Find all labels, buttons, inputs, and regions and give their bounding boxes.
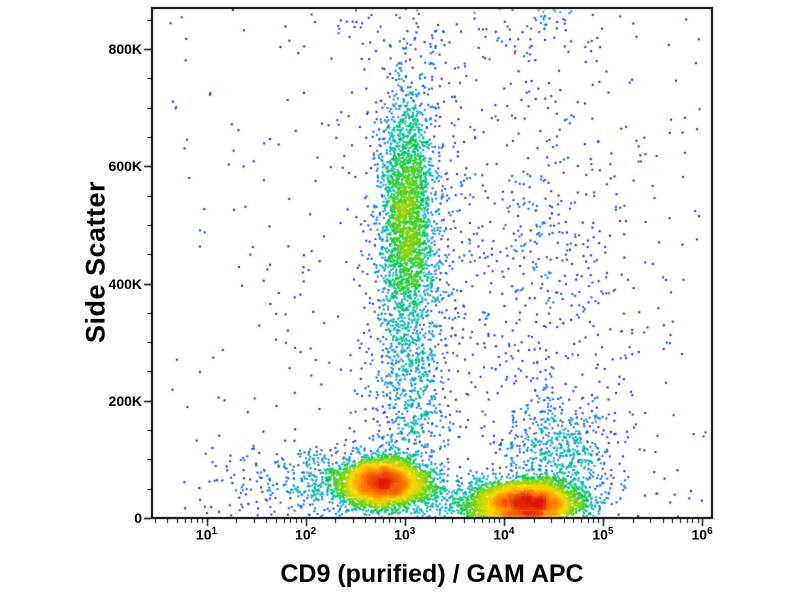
y-tick-label: 800K [108, 41, 142, 58]
x-tick-label: 105 [592, 526, 614, 543]
x-tick-label: 101 [195, 526, 218, 543]
x-tick-label: 104 [493, 526, 515, 543]
y-tick-label: 0 [134, 510, 142, 526]
x-tick-label: 102 [295, 526, 317, 543]
x-tick-label: 103 [394, 526, 416, 543]
y-tick-label: 600K [108, 158, 142, 175]
y-tick-label: 400K [108, 275, 142, 292]
x-axis-label: CD9 (purified) / GAM APC [280, 560, 584, 588]
y-tick-label: 200K [108, 392, 142, 409]
y-axis-label: Side Scatter [80, 180, 111, 344]
x-tick-label: 106 [691, 526, 713, 543]
